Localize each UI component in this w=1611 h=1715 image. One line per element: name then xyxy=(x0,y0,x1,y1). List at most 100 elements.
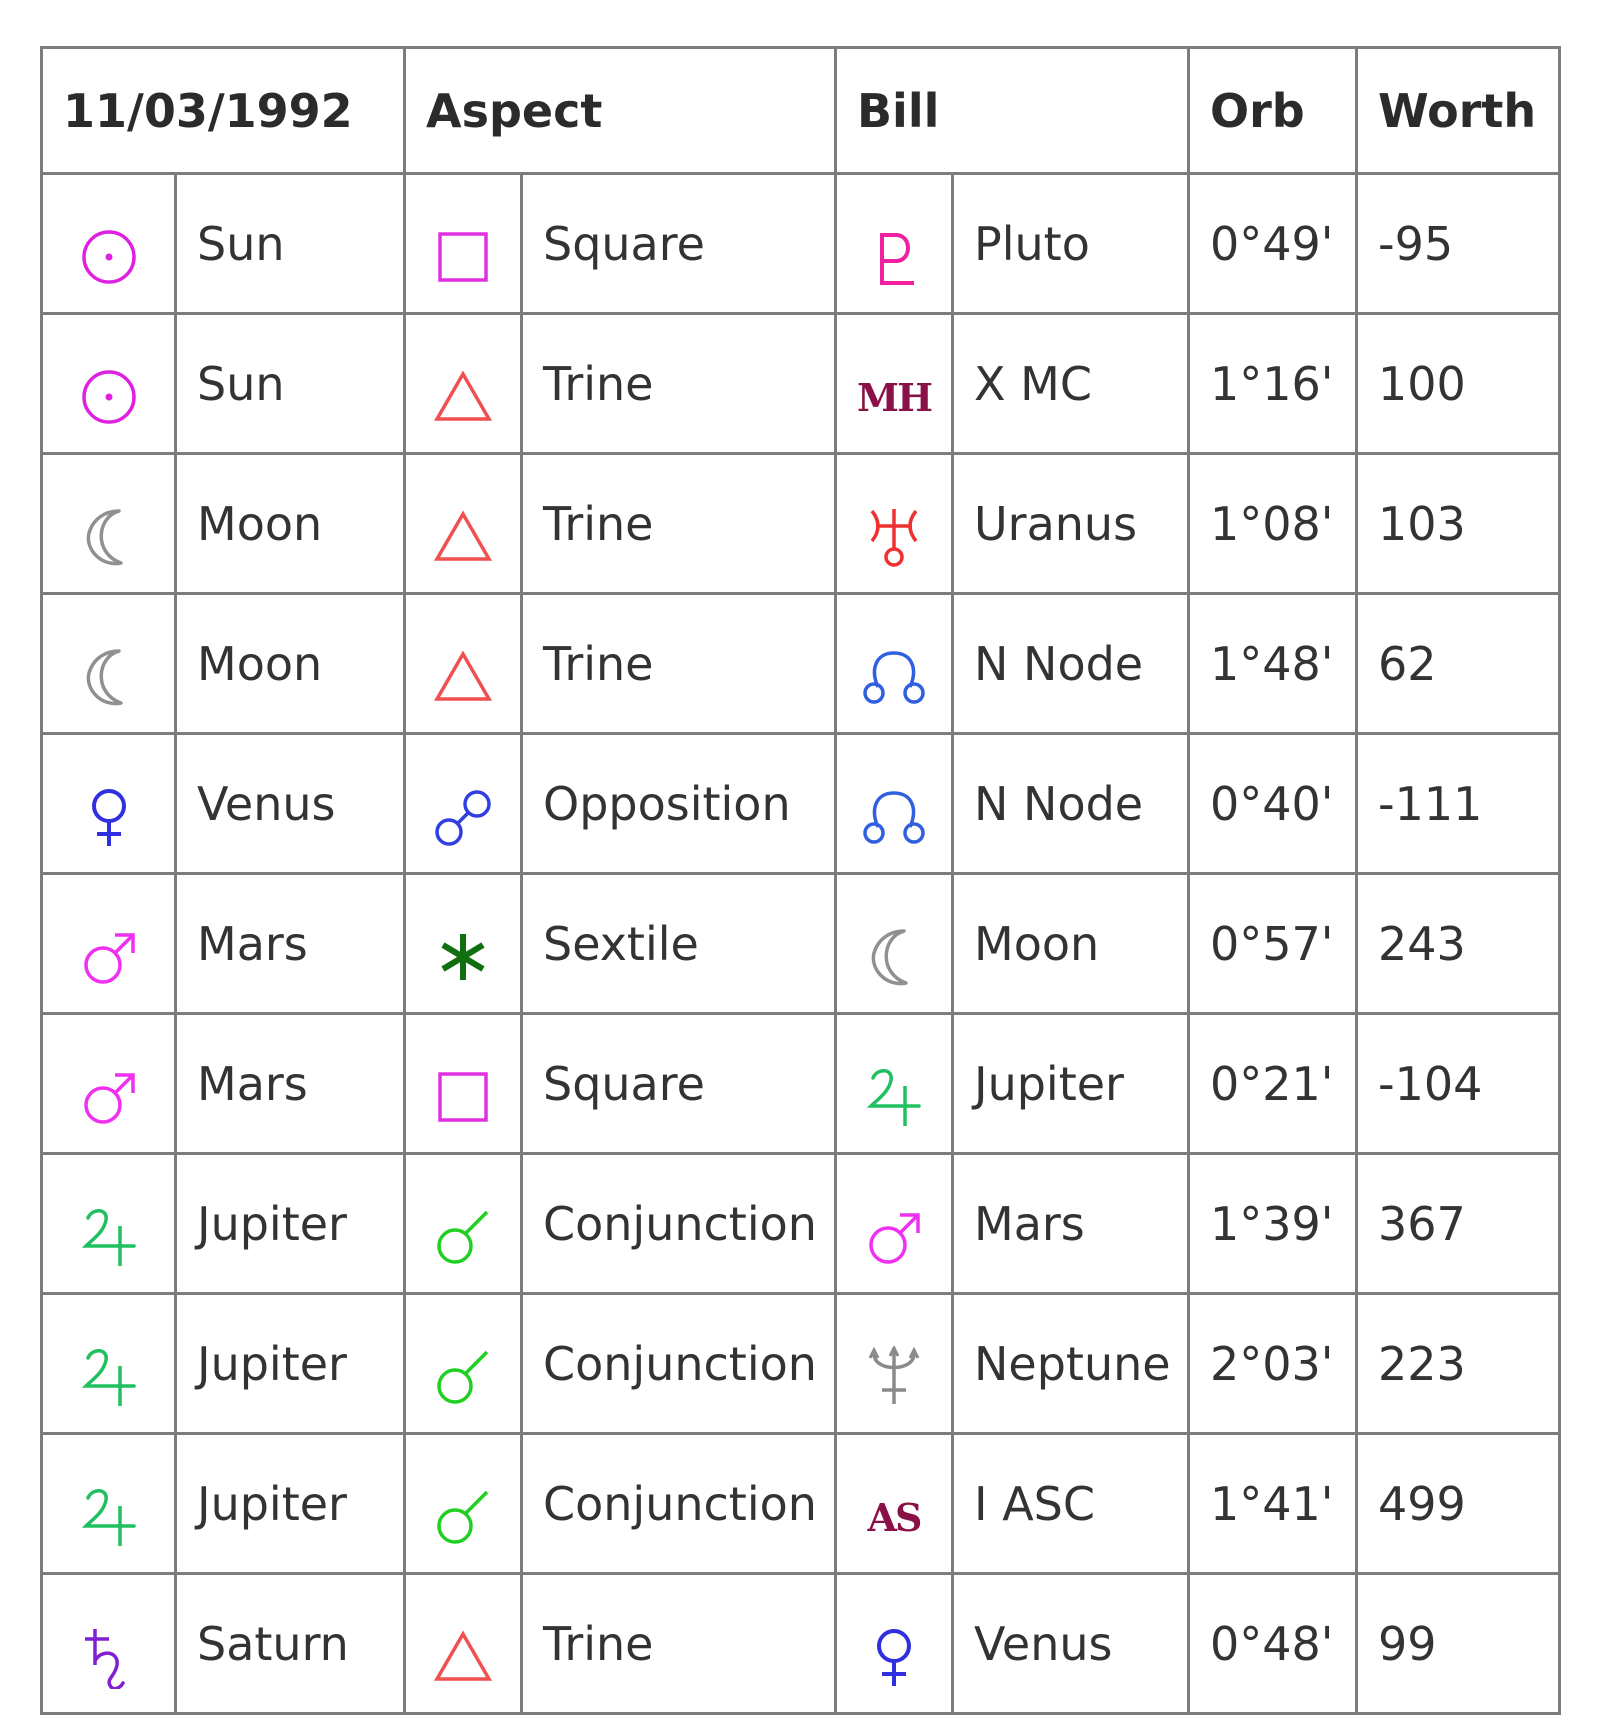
glyph-cell xyxy=(834,592,954,735)
table-row: Mars Sextile Moon 0°57' 243 xyxy=(40,872,1561,1015)
glyph-cell xyxy=(403,452,523,595)
bill-name: Uranus xyxy=(951,452,1190,595)
table-row: Jupiter Conjunction Neptune 2°03' 223 xyxy=(40,1292,1561,1435)
moon-icon xyxy=(63,505,154,569)
worth-value: 100 xyxy=(1355,312,1561,455)
glyph-cell xyxy=(834,1012,954,1155)
glyph-cell xyxy=(403,1292,523,1435)
opposition-icon xyxy=(426,786,500,848)
moon-icon xyxy=(857,925,931,989)
orb-value: 0°40' xyxy=(1187,732,1358,875)
header-bill: Bill xyxy=(834,46,1190,175)
table-row: Sun Trine MH X MC 1°16' 100 xyxy=(40,312,1561,455)
trine-icon xyxy=(426,509,500,565)
header-row: 11/03/1992 Aspect Bill Orb Worth xyxy=(40,46,1561,175)
aspect-name: Conjunction xyxy=(520,1432,837,1575)
worth-value: 62 xyxy=(1355,592,1561,735)
planet-name: Moon xyxy=(174,592,406,735)
orb-value: 0°21' xyxy=(1187,1012,1358,1155)
planet-name: Jupiter xyxy=(174,1292,406,1435)
worth-value: 367 xyxy=(1355,1152,1561,1295)
planet-name: Moon xyxy=(174,452,406,595)
saturn-icon xyxy=(63,1625,154,1689)
planet-name: Mars xyxy=(174,872,406,1015)
jupiter-icon xyxy=(857,1064,931,1130)
worth-value: -95 xyxy=(1355,172,1561,315)
moon-icon xyxy=(63,645,154,709)
sextile-icon xyxy=(426,928,500,986)
glyph-cell xyxy=(834,872,954,1015)
glyph-cell xyxy=(40,732,177,875)
sun-icon xyxy=(63,227,154,287)
square-icon xyxy=(426,1068,500,1126)
header-aspect: Aspect xyxy=(403,46,837,175)
bill-name: Moon xyxy=(951,872,1190,1015)
venus-icon xyxy=(63,784,154,850)
north-node-icon xyxy=(857,647,931,707)
header-orb: Orb xyxy=(1187,46,1358,175)
orb-value: 1°08' xyxy=(1187,452,1358,595)
glyph-cell xyxy=(40,1152,177,1295)
worth-value: -104 xyxy=(1355,1012,1561,1155)
glyph-cell xyxy=(834,172,954,315)
planet-name: Jupiter xyxy=(174,1152,406,1295)
bill-name: Jupiter xyxy=(951,1012,1190,1155)
aspect-name: Conjunction xyxy=(520,1292,837,1435)
orb-value: 1°39' xyxy=(1187,1152,1358,1295)
trine-icon xyxy=(426,1629,500,1685)
aspect-name: Trine xyxy=(520,1572,837,1715)
orb-value: 0°49' xyxy=(1187,172,1358,315)
jupiter-icon xyxy=(63,1344,154,1410)
aspect-name: Trine xyxy=(520,312,837,455)
aspect-name: Sextile xyxy=(520,872,837,1015)
table-row: Moon Trine N Node 1°48' 62 xyxy=(40,592,1561,735)
glyph-cell xyxy=(40,452,177,595)
table-row: Jupiter Conjunction AS I ASC 1°41' 499 xyxy=(40,1432,1561,1575)
aspect-name: Trine xyxy=(520,452,837,595)
planet-name: Saturn xyxy=(174,1572,406,1715)
aspects-table: 11/03/1992 Aspect Bill Orb Worth Sun Squa… xyxy=(40,46,1561,1715)
square-icon xyxy=(426,228,500,286)
aspect-name: Square xyxy=(520,1012,837,1155)
north-node-icon xyxy=(857,787,931,847)
bill-name: Mars xyxy=(951,1152,1190,1295)
venus-icon xyxy=(857,1624,931,1690)
glyph-cell xyxy=(403,1152,523,1295)
bill-name: I ASC xyxy=(951,1432,1190,1575)
neptune-icon xyxy=(857,1345,931,1408)
glyph-cell xyxy=(403,1012,523,1155)
orb-value: 0°57' xyxy=(1187,872,1358,1015)
header-worth: Worth xyxy=(1355,46,1561,175)
aspect-name: Opposition xyxy=(520,732,837,875)
bill-name: Venus xyxy=(951,1572,1190,1715)
glyph-cell xyxy=(834,1292,954,1435)
orb-value: 0°48' xyxy=(1187,1572,1358,1715)
glyph-cell xyxy=(403,592,523,735)
orb-value: 2°03' xyxy=(1187,1292,1358,1435)
glyph-cell: AS xyxy=(834,1432,954,1575)
conjunction-icon xyxy=(426,1208,500,1266)
mars-icon xyxy=(857,1207,931,1267)
worth-value: 103 xyxy=(1355,452,1561,595)
planet-name: Jupiter xyxy=(174,1432,406,1575)
glyph-cell xyxy=(403,312,523,455)
glyph-cell xyxy=(403,732,523,875)
glyph-cell xyxy=(834,452,954,595)
worth-value: -111 xyxy=(1355,732,1561,875)
orb-value: 1°41' xyxy=(1187,1432,1358,1575)
table-row: Saturn Trine Venus 0°48' 99 xyxy=(40,1572,1561,1715)
orb-value: 1°16' xyxy=(1187,312,1358,455)
bill-name: N Node xyxy=(951,732,1190,875)
bill-name: X MC xyxy=(951,312,1190,455)
table-row: Jupiter Conjunction Mars 1°39' 367 xyxy=(40,1152,1561,1295)
jupiter-icon xyxy=(63,1484,154,1550)
planet-name: Sun xyxy=(174,172,406,315)
glyph-cell xyxy=(403,1572,523,1715)
mars-icon xyxy=(63,1067,154,1127)
conjunction-icon xyxy=(426,1488,500,1546)
planet-name: Sun xyxy=(174,312,406,455)
glyph-cell xyxy=(40,872,177,1015)
aspect-name: Conjunction xyxy=(520,1152,837,1295)
aspect-name: Square xyxy=(520,172,837,315)
glyph-cell xyxy=(40,172,177,315)
